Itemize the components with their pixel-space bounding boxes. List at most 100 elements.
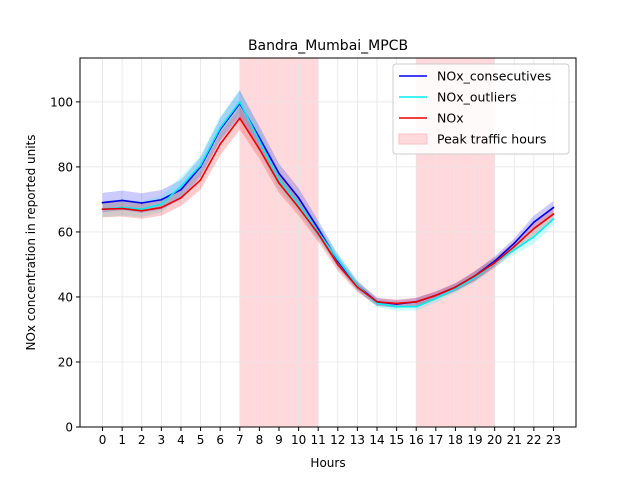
- x-tick-label: 21: [507, 433, 522, 447]
- data-point-nox: [199, 179, 202, 181]
- x-tick-label: 20: [487, 433, 502, 447]
- y-tick-label: 20: [58, 355, 73, 369]
- legend-label-nox-consecutives: NOx_consecutives: [437, 69, 551, 84]
- x-tick-label: 10: [291, 433, 306, 447]
- y-tick-label: 0: [65, 421, 73, 435]
- legend: NOx_consecutives NOx_outliers NOx Peak traf…: [392, 63, 570, 155]
- data-point-nox: [356, 286, 359, 289]
- x-tick-label: 7: [236, 433, 244, 447]
- data-point-nox: [493, 261, 496, 264]
- data-point-nox-outliers: [278, 179, 280, 181]
- series-line-nox-outliers: [102, 101, 554, 308]
- data-point-nox: [532, 227, 535, 230]
- x-tick-label: 13: [350, 433, 365, 447]
- y-tick-label: 80: [58, 160, 73, 174]
- data-point-nox-outliers: [199, 164, 202, 167]
- x-tick-label: 11: [311, 433, 326, 447]
- x-tick-label: 12: [330, 433, 345, 447]
- data-point-nox-consecutives: [278, 172, 280, 175]
- band-nox: [102, 106, 554, 308]
- data-point-nox: [552, 213, 555, 215]
- data-point-nox: [474, 274, 476, 277]
- band-nox-consecutives: [102, 90, 554, 309]
- data-point-nox-outliers: [532, 235, 535, 238]
- data-point-nox-outliers: [219, 126, 222, 129]
- data-point-nox: [415, 300, 418, 303]
- data-point-nox-consecutives: [532, 221, 535, 224]
- x-tick-label: 22: [526, 433, 541, 447]
- data-point-nox-outliers: [552, 218, 555, 220]
- data-point-nox-outliers: [140, 208, 143, 211]
- x-tick-label: 2: [138, 433, 146, 447]
- data-point-nox: [395, 302, 398, 305]
- data-point-nox-outliers: [395, 305, 398, 308]
- band-nox-outliers: [102, 89, 554, 311]
- legend-swatch-peak-traffic: [398, 133, 428, 145]
- legend-label-peak-traffic-hours: Peak traffic hours: [437, 132, 546, 147]
- x-tick-label: 4: [177, 433, 185, 447]
- series-line-nox: [102, 117, 554, 305]
- y-axis-label: NOx concentration in reported units: [24, 135, 38, 351]
- x-tick-label: 9: [275, 433, 283, 447]
- data-point-nox-outliers: [297, 203, 300, 206]
- data-point-nox-outliers: [454, 287, 457, 290]
- data-point-nox: [434, 294, 437, 297]
- data-point-nox-outliers: [434, 297, 437, 300]
- x-tick-label: 14: [369, 433, 384, 447]
- data-point-nox: [297, 206, 300, 209]
- data-point-nox-outliers: [415, 305, 418, 308]
- data-point-nox-outliers: [238, 100, 241, 103]
- data-point-nox: [180, 196, 182, 199]
- data-point-nox: [238, 117, 241, 120]
- x-tick-label: 3: [158, 433, 166, 447]
- data-point-nox: [121, 207, 124, 210]
- x-tick-label: 18: [448, 433, 463, 447]
- x-tick-label: 17: [428, 433, 443, 447]
- data-point-nox: [513, 245, 516, 248]
- legend-box: [392, 63, 570, 155]
- data-point-nox: [278, 182, 280, 185]
- y-tick-label: 40: [58, 290, 73, 304]
- data-point-nox-outliers: [336, 258, 339, 261]
- x-axis-label: Hours: [310, 456, 345, 470]
- data-point-nox: [101, 208, 104, 211]
- data-point-nox-consecutives: [513, 242, 516, 245]
- data-point-nox-consecutives: [121, 199, 124, 202]
- y-tick-label: 60: [58, 225, 73, 239]
- data-point-nox: [258, 148, 261, 150]
- data-point-nox: [454, 286, 457, 289]
- data-point-nox: [140, 209, 143, 212]
- data-point-nox-outliers: [160, 203, 163, 206]
- x-tick-label: 1: [118, 433, 126, 447]
- data-point-nox-consecutives: [140, 202, 143, 204]
- data-point-nox-consecutives: [552, 206, 555, 209]
- data-point-nox-outliers: [513, 248, 516, 251]
- x-tick-label: 19: [467, 433, 482, 447]
- y-tick-label: 100: [50, 95, 73, 109]
- x-tick-label: 5: [197, 433, 205, 447]
- x-tick-label: 23: [546, 433, 561, 447]
- data-point-nox: [160, 206, 163, 209]
- legend-label-nox: NOx: [437, 111, 464, 126]
- data-point-nox-outliers: [376, 302, 378, 305]
- x-tick-label: 6: [216, 433, 224, 447]
- x-tick-label: 8: [256, 433, 264, 447]
- data-point-nox-consecutives: [317, 227, 320, 230]
- data-point-nox-outliers: [180, 185, 182, 188]
- data-point-nox-consecutives: [258, 136, 261, 139]
- chart-title: Bandra_Mumbai_MPCB: [248, 38, 408, 54]
- data-point-nox: [336, 263, 339, 266]
- data-point-nox: [317, 232, 320, 235]
- axes-frame: [79, 57, 577, 428]
- data-point-nox-consecutives: [297, 196, 300, 199]
- x-tick-label: 16: [409, 433, 424, 447]
- data-point-nox-outliers: [258, 140, 261, 142]
- data-point-nox-consecutives: [160, 198, 163, 201]
- x-tick-label: 15: [389, 433, 404, 447]
- data-point-nox-consecutives: [101, 201, 104, 204]
- legend-label-nox-outliers: NOx_outliers: [437, 90, 517, 105]
- data-point-nox-consecutives: [180, 188, 182, 191]
- data-point-nox: [219, 143, 222, 146]
- x-tick-label: 0: [99, 433, 107, 447]
